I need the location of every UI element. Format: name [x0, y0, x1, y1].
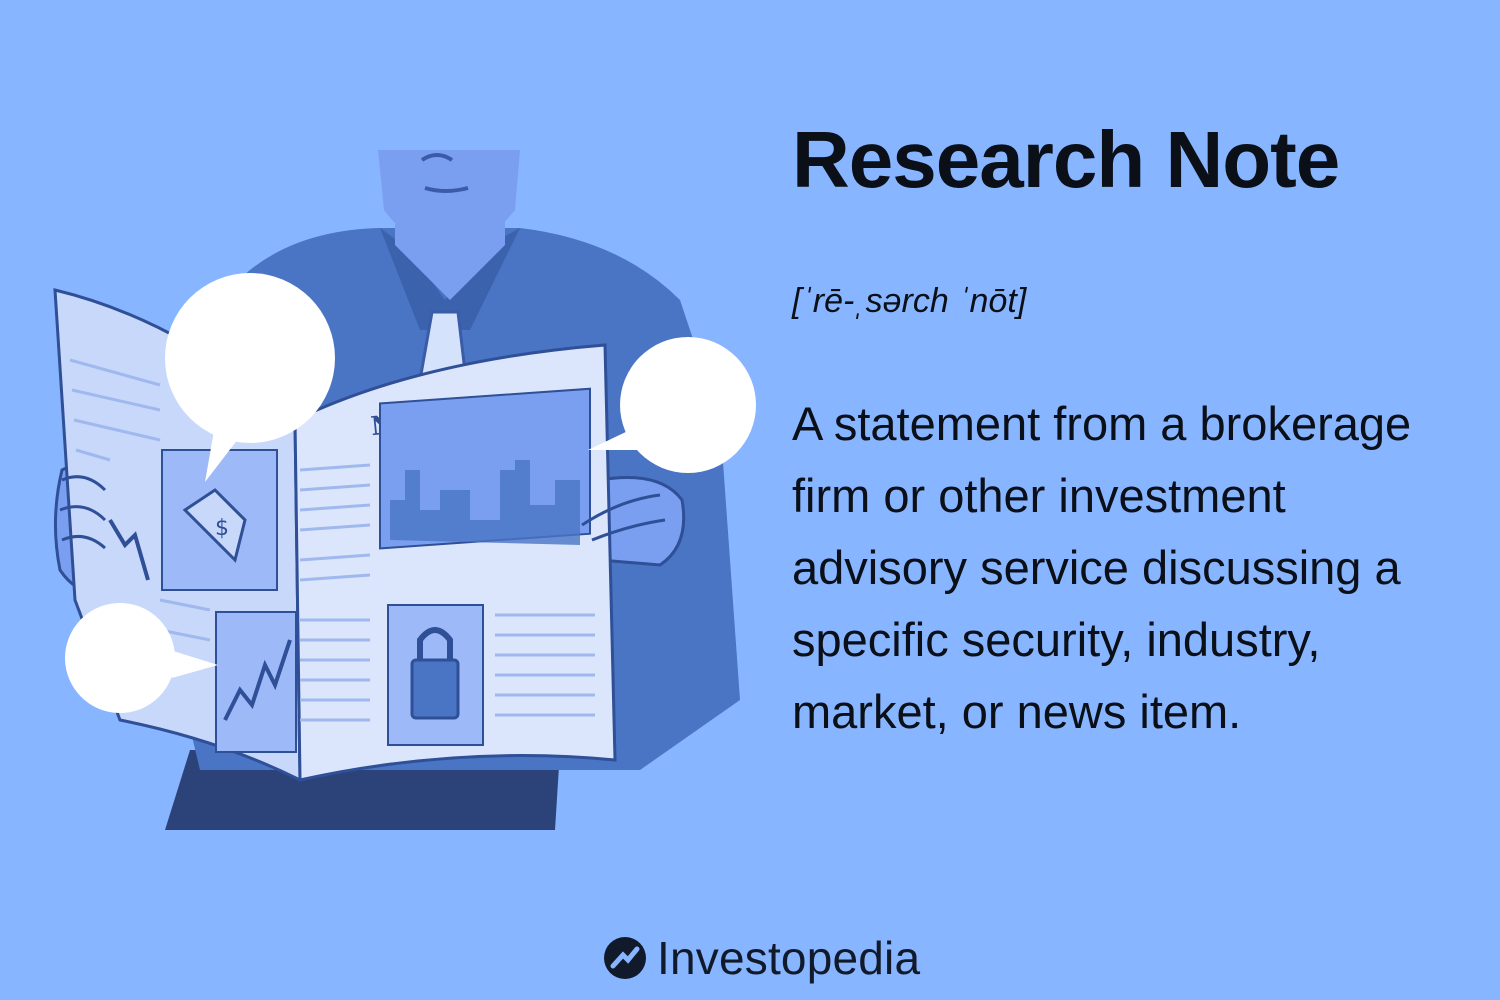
down-arrow-chart — [108, 518, 150, 581]
price-tag-symbol: $ — [215, 516, 229, 541]
skyline — [390, 460, 580, 545]
speech-bubble-small — [65, 603, 218, 713]
definition-text: A statement from a brokerage firm or oth… — [792, 397, 1412, 738]
man-reading-newspaper-illustration: NEWS $ — [53, 150, 756, 830]
left-fingers — [59, 475, 107, 550]
speech-bubble-right — [588, 337, 756, 473]
lock-icon — [417, 627, 453, 660]
nose — [420, 153, 454, 162]
price-tag-icon — [182, 488, 247, 563]
newspaper-stock-chart-photo — [215, 611, 297, 753]
face — [378, 150, 520, 250]
speech-bubble-large — [165, 273, 335, 482]
mouth — [424, 186, 469, 193]
newspaper-text-lines — [69, 358, 595, 722]
brand-name: Investopedia — [657, 932, 921, 984]
pronunciation: [ˈrē-ˌsərch ˈnōt] — [792, 282, 1027, 320]
lock-body — [410, 658, 460, 720]
brand-logo: Investopedia — [603, 928, 920, 988]
stock-line — [223, 639, 292, 721]
right-hand — [598, 476, 686, 567]
page-title: Research Note — [792, 115, 1340, 204]
right-fingers — [581, 493, 666, 542]
investopedia-logo-icon — [604, 937, 646, 979]
